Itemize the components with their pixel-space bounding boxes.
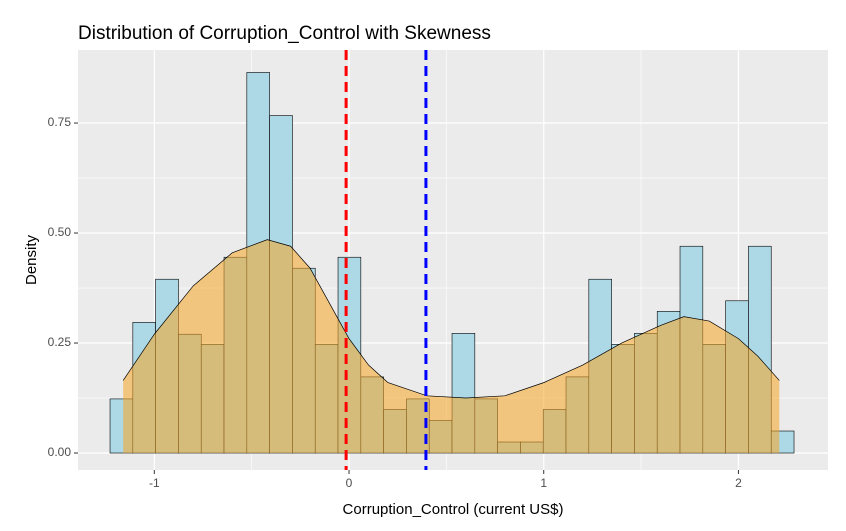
density-area: [123, 239, 780, 454]
chart-title: Distribution of Corruption_Control with …: [78, 23, 491, 44]
x-tick-label: 1: [540, 476, 547, 490]
x-tick-label: -1: [149, 476, 160, 490]
x-tick-label: 0: [346, 476, 353, 490]
y-axis-label: Density: [23, 234, 40, 285]
x-axis-label: Corruption_Control (current US$): [343, 501, 564, 518]
y-tick-label: 0.25: [48, 335, 72, 349]
x-tick-label: 2: [735, 476, 742, 490]
y-tick-label: 0.75: [48, 115, 72, 129]
y-tick-label: 0.00: [48, 445, 72, 459]
y-tick-label: 0.50: [48, 225, 72, 239]
